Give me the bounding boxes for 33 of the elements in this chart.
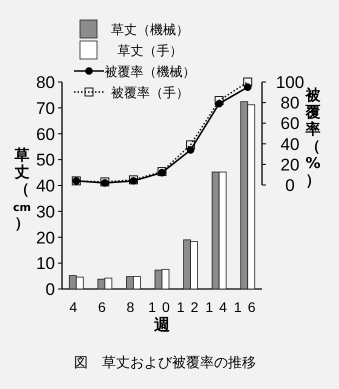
text: 図 草丈および被覆率の推移	[74, 355, 256, 371]
y-tick-label: 30	[36, 202, 55, 222]
y2-axis-title: 被覆率（%）	[305, 86, 321, 189]
y-tick-label: 80	[36, 73, 55, 92]
y-tick-label: 10	[36, 254, 55, 274]
point	[186, 140, 196, 150]
legend-label: 被覆率（機械）	[104, 64, 196, 80]
y2-tick-label: 20	[280, 155, 300, 174]
y-tick-label: 40	[36, 176, 55, 196]
y2-tick-label: 100	[276, 73, 304, 92]
legend-label: 草丈（機械）	[111, 23, 189, 38]
y-tick-label: 70	[36, 98, 55, 118]
x-tick-label: 16	[234, 299, 262, 315]
x-tick-label: 10	[148, 299, 176, 315]
y-tick-label: 50	[36, 150, 55, 170]
x-axis-title: 週	[153, 315, 171, 334]
x-tick-label: 12	[176, 299, 204, 315]
y2-tick-label: 80	[280, 94, 300, 113]
y2-tick-label: 40	[280, 134, 300, 154]
point	[243, 78, 252, 86]
y-tick-label: 20	[36, 228, 55, 248]
point	[214, 96, 224, 105]
y-axis-title: 草丈（cm）	[13, 146, 31, 232]
y-tick-label: 60	[36, 124, 55, 144]
x-tick-label: 6	[98, 299, 112, 315]
y-tick-label: 0	[46, 280, 55, 299]
x-tick-label: 14	[205, 299, 233, 315]
y2-tick-label: 60	[280, 114, 300, 134]
legend-label: 草丈（手）	[118, 44, 182, 59]
legend-label: 被覆率（手）	[111, 85, 189, 101]
x-tick-label: 8	[126, 299, 140, 315]
x-tick-label: 4	[69, 299, 84, 315]
y2-tick-label: 0	[285, 176, 295, 195]
